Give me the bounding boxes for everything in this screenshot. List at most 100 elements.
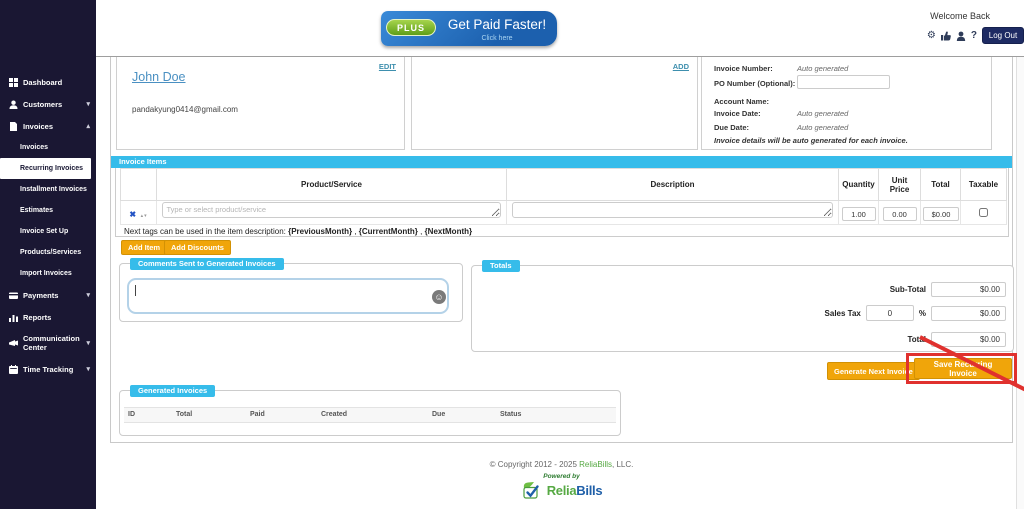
sidebar-label: Communication Center [23,334,80,352]
invoice-items-section: Product/Service Description Quantity Uni… [115,168,1009,237]
reliabills-logo-icon [523,482,539,499]
po-number-row: PO Number (Optional): [714,79,795,88]
sidebar-item-reports[interactable]: Reports [0,306,96,328]
chevron-down-icon: ▾ [86,366,90,373]
auto-generated-note: Invoice details will be auto generated f… [714,136,908,145]
save-recurring-invoice-button[interactable]: Save Recurring Invoice [914,358,1012,379]
sidebar-label: Invoice Set Up [20,228,69,235]
chevron-down-icon: ▾ [86,101,90,108]
description-cell [506,200,839,225]
percent-sign: % [918,308,926,318]
get-paid-faster-banner[interactable]: PLUS Get Paid Faster! Click here [381,11,557,46]
sidebar-label: Invoices [23,121,54,131]
unit-price-cell [878,200,921,225]
items-header-row: Product/Service Description Quantity Uni… [120,168,1007,201]
due-date-value: Auto generated [797,123,849,132]
invoice-items-table: Product/Service Description Quantity Uni… [120,168,1007,225]
logout-button[interactable]: Log Out [982,27,1024,44]
sidebar-item-products-services[interactable]: Products/Services [0,242,96,263]
due-date-row: Due Date: Auto generated [714,123,848,132]
logo-bills: Bills [576,483,603,498]
taxable-checkbox[interactable] [979,207,988,217]
tags-note-prefix: Next tags can be used in the item descri… [124,227,289,236]
sidebar-item-dashboard[interactable]: Dashboard [0,71,96,93]
po-number-input[interactable] [797,75,890,89]
user-icon[interactable] [956,31,966,41]
sidebar-label: Import Invoices [20,270,72,277]
row-actions-header [120,168,157,201]
chevron-down-icon: ▾ [86,340,90,347]
sidebar-item-recurring-invoices[interactable]: Recurring Invoices [0,158,91,179]
total-cell [920,200,961,225]
sidebar-item-customers[interactable]: Customers ▾ [0,93,96,115]
generate-next-invoice-button[interactable]: Generate Next Invoice [827,362,920,380]
scrollbar[interactable] [1016,57,1024,509]
reliabills-link[interactable]: ReliaBills [579,460,613,469]
invoice-details-panel: Invoice Number: Auto generated PO Number… [701,57,992,150]
invoice-date-value: Auto generated [797,109,849,118]
banner-click-here[interactable]: Click here [481,35,513,42]
add-discounts-button[interactable]: Add Discounts [164,240,231,255]
sidebar-item-installment-invoices[interactable]: Installment Invoices [0,179,96,200]
invoice-date-row: Invoice Date: Auto generated [714,109,848,118]
po-number-label: PO Number (Optional): [714,79,796,88]
total-input[interactable] [923,207,959,221]
add-item-button[interactable]: Add Item [121,240,168,255]
calendar-icon [8,364,18,374]
powered-by-text: Powered by [543,473,580,480]
invoice-number-row: Invoice Number: Auto generated [714,64,848,73]
account-name-row: Account Name: [714,97,769,106]
dashboard-icon [8,77,18,87]
customer-name-link[interactable]: John Doe [132,70,186,84]
product-service-header: Product/Service [156,168,507,201]
logo-relia: Relia [546,483,577,498]
grand-total-input[interactable] [931,332,1006,347]
sidebar-item-payments[interactable]: Payments ▾ [0,284,96,306]
reports-icon [8,312,18,322]
gear-icon[interactable]: ⚙ [926,29,936,41]
sidebar-item-invoices-sub[interactable]: Invoices [0,137,96,158]
sidebar-label: Invoices [20,144,49,151]
reliabills-logo[interactable]: ReliaBills [110,481,1013,500]
invoices-icon [8,121,18,131]
gi-col-id: ID [128,411,135,418]
recipients-panel: ADD [411,57,698,150]
sidebar-item-invoice-setup[interactable]: Invoice Set Up [0,221,96,242]
copyright-suffix: , LLC. [612,460,634,469]
taxable-cell [960,200,1007,225]
plus-badge: PLUS [386,19,436,36]
comments-input[interactable] [127,278,449,314]
totals-section: Totals Sub-Total Sales Tax % Total [471,260,1014,352]
sales-tax-rate-input[interactable] [865,305,914,321]
reorder-row-icons[interactable]: ▴▾ [140,212,148,219]
tag-current-month: {CurrentMonth} [358,227,418,236]
quantity-input[interactable] [841,207,876,221]
sidebar-item-import-invoices[interactable]: Import Invoices [0,263,96,284]
sales-tax-amount-input[interactable] [931,305,1006,321]
thumbs-up-icon[interactable] [940,31,951,41]
sales-tax-label: Sales Tax [824,308,861,318]
invoice-number-value: Auto generated [797,64,849,73]
unit-price-input[interactable] [882,207,917,221]
emoji-picker-icon[interactable]: ☺ [432,290,446,304]
product-service-input[interactable] [162,202,501,218]
sidebar-item-communication-center[interactable]: Communication Center ▾ [0,328,96,358]
gi-col-paid: Paid [250,411,265,418]
banner-title: Get Paid Faster! [447,17,547,32]
help-icon[interactable]: ? [970,29,977,41]
sidebar-item-time-tracking[interactable]: Time Tracking ▾ [0,358,96,380]
sidebar-label: Reports [23,312,52,322]
sidebar-label: Installment Invoices [20,186,87,193]
subtotal-input[interactable] [931,282,1006,297]
sidebar-item-estimates[interactable]: Estimates [0,200,96,221]
edit-customer-link[interactable]: EDIT [378,62,396,71]
recurring-invoice-form: EDIT John Doe pandakyung0414@gmail.com A… [110,57,1024,443]
add-recipient-link[interactable]: ADD [672,62,689,71]
description-input[interactable] [512,202,833,218]
welcome-text: Welcome Back [930,11,990,21]
reliabills-logo-text: ReliaBills [547,483,603,498]
tag-previous-month: {PreviousMonth} [288,227,353,236]
sidebar-item-invoices[interactable]: Invoices ▴ [0,115,96,137]
delete-row-icon[interactable]: ✖ [129,209,137,219]
gi-col-created: Created [321,411,348,418]
